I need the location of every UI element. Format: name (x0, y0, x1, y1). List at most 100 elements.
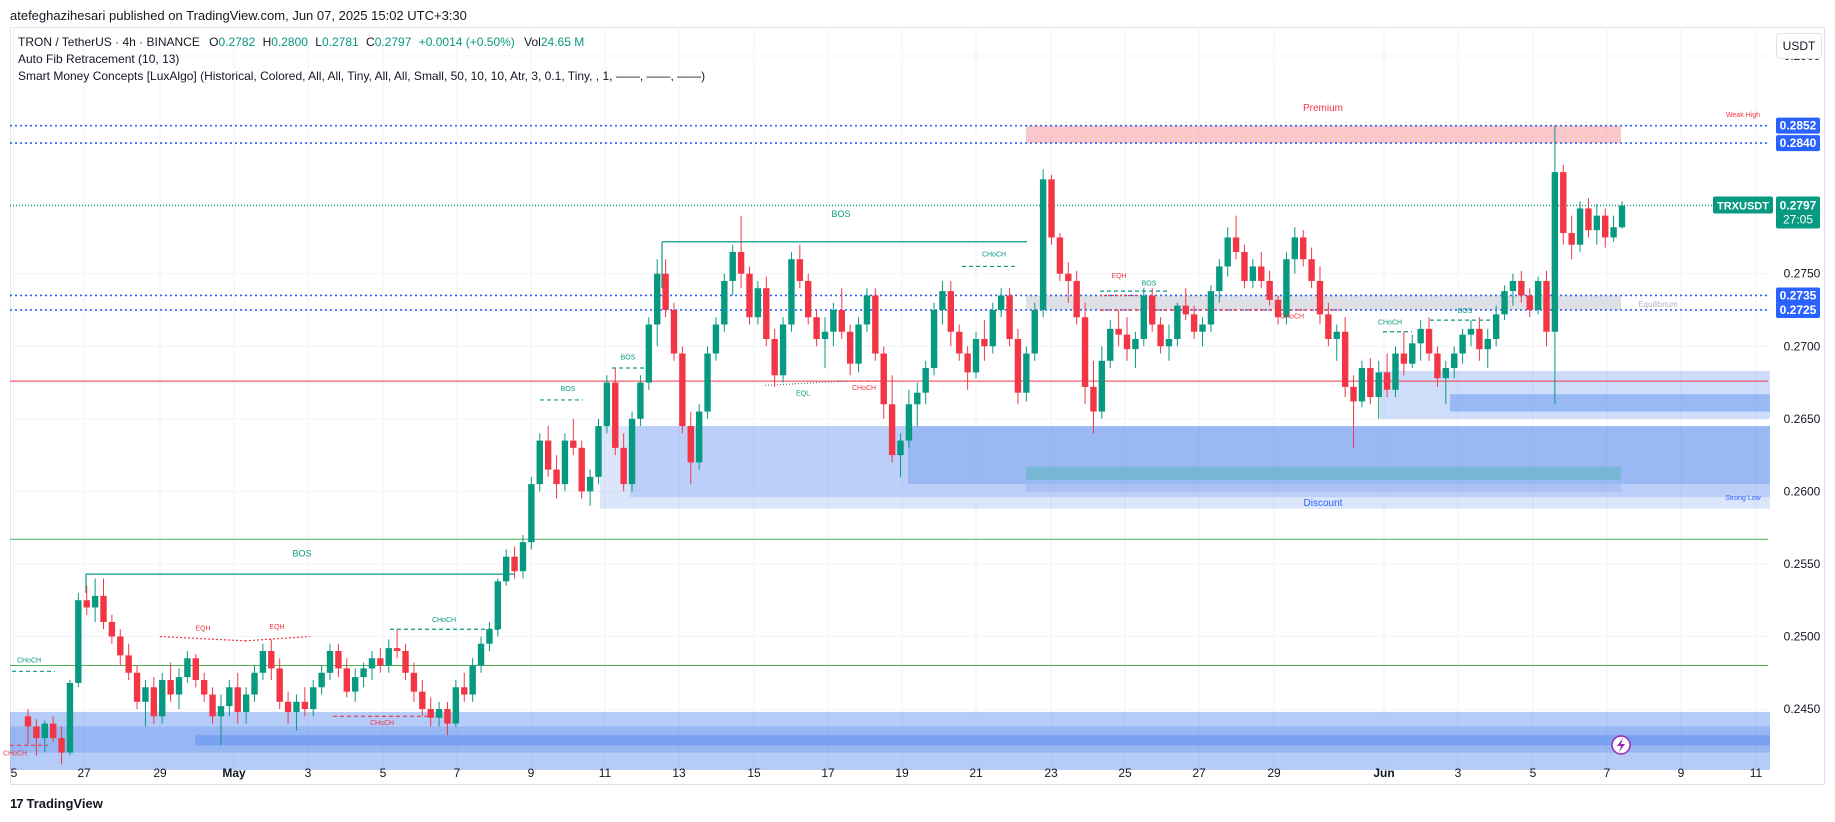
candle-body[interactable] (402, 651, 409, 673)
candle-body[interactable] (1526, 295, 1533, 310)
candle-body[interactable] (1459, 334, 1466, 354)
candle-body[interactable] (1165, 339, 1173, 347)
candle-body[interactable] (1039, 179, 1047, 310)
candle-body[interactable] (1291, 237, 1299, 260)
candle-body[interactable] (175, 677, 183, 695)
candle-body[interactable] (1081, 317, 1089, 387)
candle-body[interactable] (1476, 328, 1483, 350)
demand-zone[interactable] (908, 426, 1770, 485)
candle-body[interactable] (1232, 237, 1240, 252)
candle-body[interactable] (679, 353, 686, 427)
candle-body[interactable] (922, 368, 929, 393)
fvg-zone[interactable] (1026, 466, 1621, 480)
candle-body[interactable] (1107, 328, 1114, 361)
candle-body[interactable] (1199, 324, 1206, 332)
candle-body[interactable] (108, 621, 116, 637)
candle-body[interactable] (1098, 360, 1106, 412)
candle-body[interactable] (888, 404, 896, 456)
candle-body[interactable] (125, 655, 132, 673)
candle-body[interactable] (133, 672, 141, 702)
candle-body[interactable] (746, 273, 753, 318)
candle-body[interactable] (1400, 353, 1408, 364)
candle-body[interactable] (863, 295, 871, 325)
candle-body[interactable] (24, 716, 32, 727)
candle-body[interactable] (1534, 280, 1542, 310)
candle-body[interactable] (1207, 291, 1215, 325)
candle-body[interactable] (628, 418, 636, 485)
candle-body[interactable] (1224, 237, 1231, 267)
candle-body[interactable] (687, 426, 694, 463)
candle-body[interactable] (410, 672, 418, 692)
candle-body[interactable] (393, 648, 401, 652)
candle-body[interactable] (528, 484, 535, 543)
candle-body[interactable] (553, 469, 560, 485)
candle-body[interactable] (939, 291, 946, 310)
candle-body[interactable] (1157, 324, 1164, 347)
candle-body[interactable] (1560, 172, 1567, 234)
candle-body[interactable] (293, 701, 300, 712)
candle-body[interactable] (1551, 172, 1559, 332)
candle-body[interactable] (1249, 266, 1257, 281)
candle-body[interactable] (1115, 328, 1122, 335)
candle-body[interactable] (947, 291, 955, 332)
demand-zone[interactable] (600, 426, 1770, 509)
candle-body[interactable] (1266, 280, 1273, 300)
candle-body[interactable] (1451, 353, 1458, 369)
candle-body[interactable] (1090, 386, 1097, 412)
candle-body[interactable] (477, 643, 485, 666)
candle-body[interactable] (578, 447, 585, 492)
candle-body[interactable] (771, 339, 778, 376)
candle-body[interactable] (872, 295, 879, 354)
candle-body[interactable] (1283, 259, 1290, 318)
candle-body[interactable] (670, 309, 678, 354)
candle-body[interactable] (1056, 237, 1064, 274)
candle-body[interactable] (209, 694, 216, 717)
candle-body[interactable] (1375, 372, 1382, 398)
candle-body[interactable] (184, 658, 191, 678)
candle-body[interactable] (637, 382, 644, 419)
candle-body[interactable] (377, 658, 384, 666)
candle-body[interactable] (301, 701, 309, 710)
demand-zone[interactable] (1380, 370, 1770, 419)
candle-body[interactable] (1325, 314, 1332, 340)
candle-body[interactable] (1190, 314, 1198, 332)
candle-body[interactable] (570, 440, 577, 448)
candle-body[interactable] (1316, 280, 1324, 315)
candle-body[interactable] (721, 280, 728, 325)
candle-body[interactable] (905, 404, 913, 441)
candle-body[interactable] (1182, 305, 1189, 315)
candle-body[interactable] (595, 426, 602, 477)
candle-body[interactable] (1409, 343, 1416, 364)
candle-body[interactable] (989, 309, 996, 347)
candle-body[interactable] (91, 595, 99, 608)
candle-body[interactable] (897, 440, 904, 456)
candle-body[interactable] (1467, 328, 1475, 335)
candle-body[interactable] (150, 687, 158, 717)
candle-body[interactable] (754, 288, 762, 318)
candle-body[interactable] (612, 382, 619, 448)
candle-body[interactable] (1274, 299, 1282, 318)
candle-body[interactable] (167, 680, 174, 695)
candle-body[interactable] (200, 680, 208, 695)
candle-body[interactable] (385, 648, 392, 666)
candle-body[interactable] (1602, 215, 1609, 238)
candle-body[interactable] (519, 542, 527, 572)
candle-body[interactable] (461, 687, 468, 695)
candle-body[interactable] (997, 295, 1005, 310)
candle-body[interactable] (83, 600, 90, 608)
candle-body[interactable] (1258, 266, 1265, 281)
candle-body[interactable] (326, 651, 334, 673)
candle-body[interactable] (1174, 305, 1181, 340)
symbol-title[interactable]: TRON / TetherUS · 4h · BINANCE (18, 35, 200, 49)
candle-body[interactable] (435, 709, 443, 718)
candle-body[interactable] (276, 668, 283, 702)
candle-body[interactable] (1132, 339, 1139, 350)
candle-body[interactable] (880, 353, 887, 405)
candle-body[interactable] (1585, 208, 1592, 231)
candle-body[interactable] (335, 651, 342, 669)
candle-body[interactable] (217, 706, 225, 717)
demand-zone[interactable] (195, 735, 1770, 746)
candle-body[interactable] (1610, 227, 1617, 238)
candle-body[interactable] (75, 600, 82, 683)
demand-zone[interactable] (1450, 394, 1770, 412)
